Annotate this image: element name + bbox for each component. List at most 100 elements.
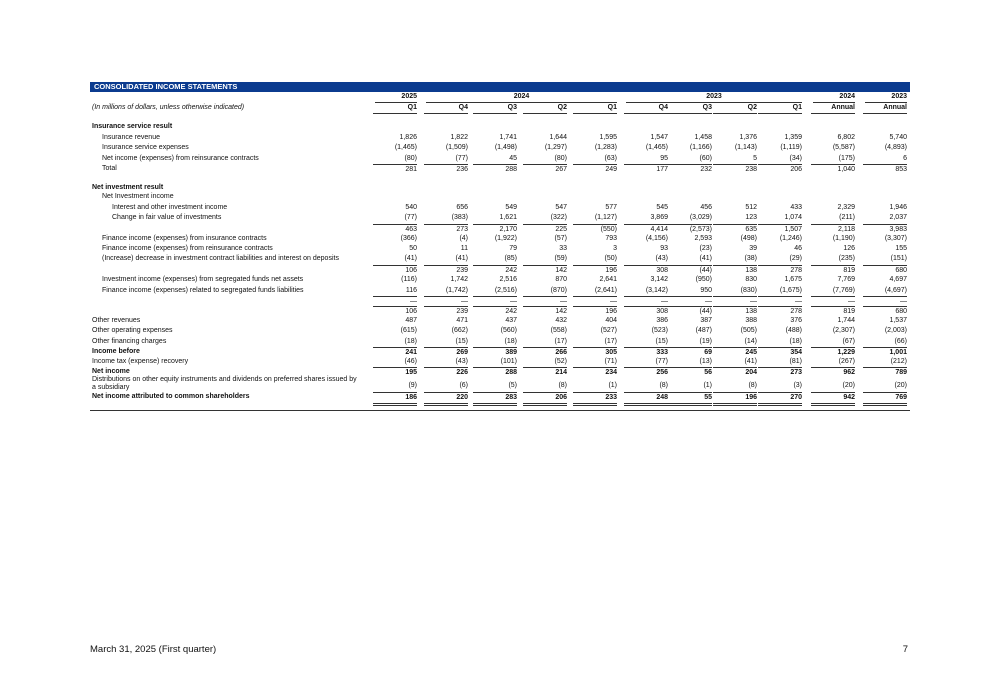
cell-value: 242 bbox=[473, 306, 517, 317]
cell-value: 6,802 bbox=[837, 134, 855, 141]
cell-value: 3,869 bbox=[650, 214, 668, 221]
cell-value: (19) bbox=[699, 338, 712, 345]
cell-value: 1,229 bbox=[811, 347, 855, 358]
cell-value: 680 bbox=[863, 265, 907, 276]
cell-value: — bbox=[863, 296, 907, 307]
cell-value: 404 bbox=[605, 317, 617, 324]
cell-value: 471 bbox=[456, 317, 468, 324]
cell-value: — bbox=[811, 296, 855, 307]
cell-value: 2,641 bbox=[599, 276, 617, 283]
cell-value: (267) bbox=[838, 358, 855, 365]
cell-value: 5 bbox=[753, 155, 757, 162]
cell-value: 106 bbox=[373, 306, 417, 317]
cell-value: (3,142) bbox=[645, 287, 668, 294]
cell-value: 288 bbox=[473, 367, 517, 378]
column-header: Q3 bbox=[473, 103, 517, 114]
cell-value: 1,675 bbox=[784, 276, 802, 283]
cell-value: 1,822 bbox=[450, 134, 468, 141]
cell-value: 46 bbox=[794, 245, 802, 252]
cell-value: (80) bbox=[404, 155, 417, 162]
cell-value: (14) bbox=[744, 338, 757, 345]
cell-value: (8) bbox=[659, 382, 668, 389]
column-header: Annual bbox=[863, 103, 907, 114]
cell-value: 456 bbox=[700, 204, 712, 211]
cell-value: (2,573) bbox=[668, 224, 712, 235]
cell-value: 2,329 bbox=[837, 204, 855, 211]
row-label: Net income bbox=[92, 368, 130, 375]
cell-value: 267 bbox=[523, 164, 567, 175]
cell-value: (383) bbox=[451, 214, 468, 221]
cell-value: 2,118 bbox=[811, 224, 855, 235]
cell-value: 95 bbox=[660, 155, 668, 162]
cell-value: (43) bbox=[655, 255, 668, 262]
cell-value: (322) bbox=[550, 214, 567, 221]
cell-value: 142 bbox=[523, 265, 567, 276]
cell-value: (211) bbox=[839, 214, 855, 221]
cell-value: (8) bbox=[558, 382, 567, 389]
cell-value: (151) bbox=[890, 255, 907, 262]
cell-value: 540 bbox=[405, 204, 417, 211]
cell-value: (17) bbox=[604, 338, 617, 345]
row-label: (Increase) decrease in investment contra… bbox=[102, 255, 339, 262]
cell-value: 1,359 bbox=[784, 134, 802, 141]
cell-value: — bbox=[668, 296, 712, 307]
cell-value: 204 bbox=[713, 367, 757, 378]
row-label: Income before bbox=[92, 348, 140, 355]
column-group: 2024 bbox=[813, 92, 855, 103]
cell-value: 126 bbox=[843, 245, 855, 252]
cell-value: 942 bbox=[811, 392, 855, 406]
column-group: 2025 bbox=[375, 92, 417, 103]
column-header: Q1 bbox=[373, 103, 417, 114]
cell-value: 39 bbox=[749, 245, 757, 252]
row-label: Net investment result bbox=[92, 184, 164, 191]
cell-value: 196 bbox=[573, 306, 617, 317]
cell-value: (80) bbox=[554, 155, 567, 162]
cell-value: 680 bbox=[863, 306, 907, 317]
cell-value: (101) bbox=[500, 358, 517, 365]
cell-value: (3,029) bbox=[689, 214, 712, 221]
cell-value: 5,740 bbox=[889, 134, 907, 141]
column-group: 2023 bbox=[865, 92, 907, 103]
cell-value: (1,498) bbox=[494, 144, 517, 151]
cell-value: 547 bbox=[555, 204, 567, 211]
cell-value: (1,119) bbox=[780, 144, 802, 151]
row-label: Other revenues bbox=[92, 317, 141, 324]
cell-value: (81) bbox=[789, 358, 802, 365]
cell-value: (77) bbox=[404, 214, 417, 221]
cell-value: 1,744 bbox=[837, 317, 855, 324]
cell-value: 308 bbox=[624, 306, 668, 317]
cell-value: — bbox=[573, 296, 617, 307]
cell-value: (1,283) bbox=[594, 144, 617, 151]
cell-value: 1,946 bbox=[889, 204, 907, 211]
cell-value: 123 bbox=[745, 214, 757, 221]
cell-value: 220 bbox=[424, 392, 468, 406]
cell-value: (4,697) bbox=[884, 287, 907, 294]
cell-value: 206 bbox=[758, 164, 802, 175]
cell-value: 354 bbox=[758, 347, 802, 358]
cell-value: 288 bbox=[473, 164, 517, 175]
table-bottom-rule bbox=[90, 410, 910, 411]
row-label: Other financing charges bbox=[92, 338, 167, 345]
cell-value: 6 bbox=[903, 155, 907, 162]
column-group: 2024 bbox=[426, 92, 617, 103]
cell-value: 305 bbox=[573, 347, 617, 358]
cell-value: (59) bbox=[554, 255, 567, 262]
cell-value: 55 bbox=[668, 392, 712, 406]
cell-value: 789 bbox=[863, 367, 907, 378]
column-header: Q3 bbox=[668, 103, 712, 114]
cell-value: 283 bbox=[473, 392, 517, 406]
cell-value: (17) bbox=[554, 338, 567, 345]
column-header: Annual bbox=[811, 103, 855, 114]
cell-value: 793 bbox=[605, 235, 617, 242]
cell-value: 206 bbox=[523, 392, 567, 406]
row-label: Insurance service expenses bbox=[102, 144, 189, 151]
column-header: Q1 bbox=[758, 103, 802, 114]
cell-value: (1,922) bbox=[494, 235, 517, 242]
cell-value: 1,741 bbox=[499, 134, 517, 141]
cell-value: (13) bbox=[699, 358, 712, 365]
cell-value: 196 bbox=[713, 392, 757, 406]
row-label: Finance income (expenses) from reinsuran… bbox=[102, 245, 273, 252]
cell-value: (1) bbox=[608, 382, 617, 389]
cell-value: — bbox=[523, 296, 567, 307]
cell-value: (18) bbox=[404, 338, 417, 345]
